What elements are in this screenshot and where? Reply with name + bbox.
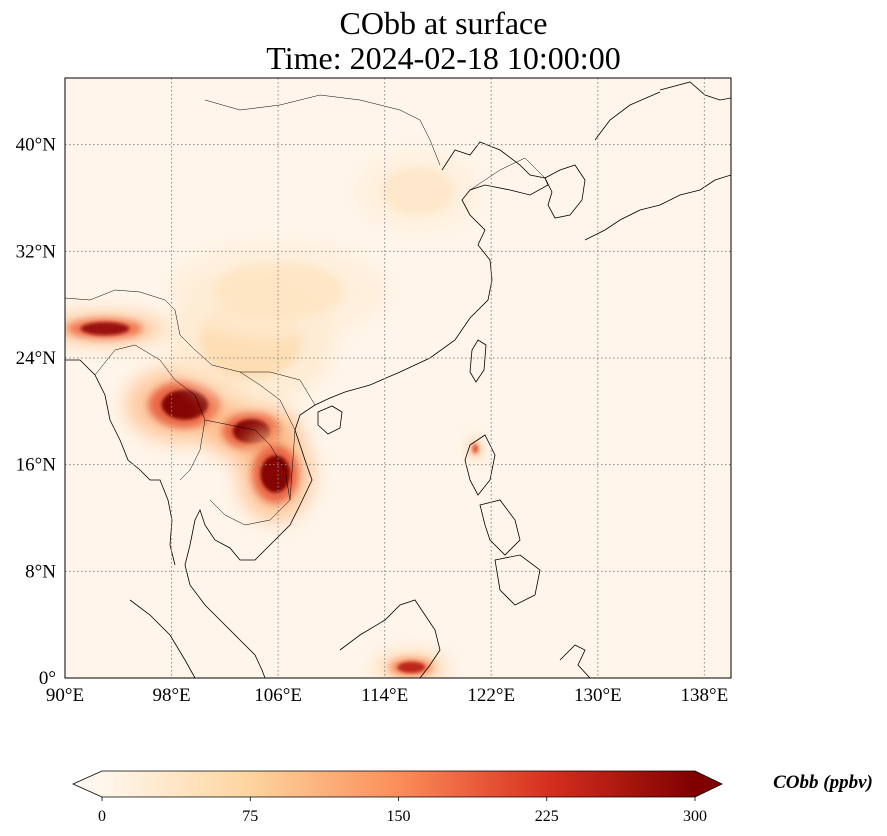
coastline-mainland bbox=[184, 141, 549, 678]
colorbar-tick-label: 225 bbox=[535, 808, 559, 825]
latitude-label: 24°N bbox=[16, 348, 57, 369]
latitude-label: 40°N bbox=[16, 135, 57, 156]
map-frame bbox=[64, 77, 732, 679]
longitude-label: 138°E bbox=[681, 685, 729, 706]
coastline-korea bbox=[544, 164, 586, 219]
longitude-label: 130°E bbox=[574, 685, 622, 706]
colorbar: 0 75 150 225 300 CObb (ppbv) bbox=[72, 770, 873, 825]
map-title-line-1: CObb at surface bbox=[339, 5, 548, 41]
longitude-tick-labels: 90°E 98°E 106°E 114°E 122°E 130°E 138°E bbox=[46, 685, 728, 706]
map-title-line-2: Time: 2024-02-18 10:00:00 bbox=[266, 40, 621, 76]
coastline-sumatra bbox=[129, 599, 196, 678]
gridlines bbox=[65, 78, 731, 678]
latitude-label: 8°N bbox=[25, 561, 56, 582]
coastline-visayas bbox=[479, 499, 521, 556]
longitude-label: 98°E bbox=[152, 685, 190, 706]
plume-core bbox=[80, 322, 130, 336]
latitude-label: 16°N bbox=[16, 455, 57, 476]
smoke-plumes bbox=[65, 152, 483, 678]
coastline-sulawesi bbox=[559, 644, 591, 678]
longitude-label: 106°E bbox=[254, 685, 302, 706]
plume-core bbox=[397, 661, 426, 673]
plume-body bbox=[381, 167, 455, 215]
coastline-hainan bbox=[317, 405, 343, 435]
colorbar-tick-label: 75 bbox=[242, 808, 258, 825]
colorbar-ticks: 0 75 150 225 300 bbox=[98, 797, 707, 825]
border-vietnam-laos bbox=[239, 371, 296, 501]
border-laos-thailand bbox=[204, 419, 291, 526]
border-myanmar-east bbox=[94, 344, 206, 481]
border-mongolia bbox=[204, 94, 441, 166]
coastline-hokkaido bbox=[659, 81, 731, 101]
longitude-label: 122°E bbox=[467, 685, 515, 706]
colorbar-tick-label: 150 bbox=[387, 808, 411, 825]
colorbar-tick-label: 0 bbox=[98, 808, 106, 825]
coastline-russia bbox=[594, 91, 661, 141]
border-china-korea bbox=[469, 157, 546, 191]
coastline-borneo bbox=[339, 599, 441, 678]
colorbar-tick-label: 300 bbox=[683, 808, 707, 825]
border-china-south bbox=[65, 289, 316, 406]
coastline-taiwan bbox=[469, 339, 487, 383]
latitude-label: 32°N bbox=[16, 241, 57, 262]
colorbar-title: CObb (ppbv) bbox=[773, 772, 873, 793]
plume-core bbox=[161, 389, 209, 420]
plume-core bbox=[260, 455, 291, 493]
country-borders bbox=[65, 94, 546, 526]
plume-core bbox=[472, 444, 479, 454]
longitude-label: 114°E bbox=[361, 685, 408, 706]
latitude-tick-labels: 0° 8°N 16°N 24°N 32°N 40°N bbox=[16, 135, 57, 689]
longitude-label: 90°E bbox=[46, 685, 84, 706]
coastline-luzon bbox=[464, 434, 496, 496]
colorbar-bar bbox=[72, 770, 723, 798]
map-panel bbox=[65, 78, 731, 678]
coastline-mindanao bbox=[494, 554, 541, 606]
latitude-label: 0° bbox=[39, 668, 56, 689]
coastline-japan bbox=[584, 174, 731, 241]
